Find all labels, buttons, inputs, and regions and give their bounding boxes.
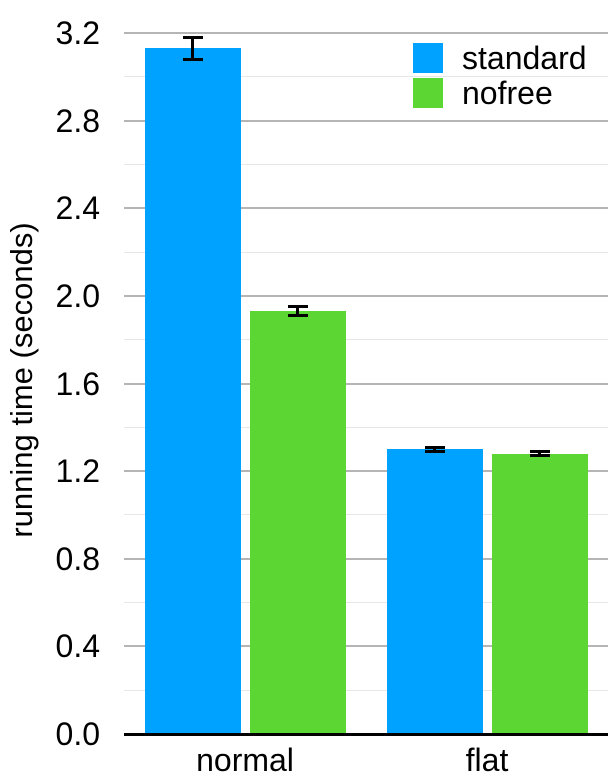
major-gridline bbox=[124, 557, 608, 560]
legend-swatch bbox=[413, 78, 443, 108]
error-bar-whisker bbox=[433, 447, 436, 452]
major-gridline bbox=[124, 382, 608, 385]
major-gridline bbox=[124, 32, 608, 34]
x-category-label: normal bbox=[196, 742, 294, 778]
minor-gridline bbox=[124, 339, 608, 341]
major-gridline bbox=[124, 645, 608, 648]
bar-standard-flat bbox=[386, 449, 483, 734]
error-bar-cap bbox=[424, 449, 445, 453]
minor-gridline bbox=[124, 163, 608, 165]
y-tick-label: 0.4 bbox=[55, 628, 100, 665]
y-tick-label: 0.0 bbox=[55, 716, 100, 752]
x-axis-line bbox=[124, 733, 608, 736]
error-bar-cap bbox=[287, 314, 308, 318]
error-bar-whisker bbox=[538, 451, 541, 456]
minor-gridline bbox=[124, 76, 608, 78]
error-bar-whisker bbox=[191, 37, 194, 60]
y-tick-label: 2.0 bbox=[55, 277, 100, 314]
y-tick-label: 2.8 bbox=[55, 102, 100, 139]
y-tick-label: 0.8 bbox=[55, 540, 100, 577]
legend-label: standard bbox=[462, 40, 587, 76]
bar-nofree-normal bbox=[249, 311, 346, 734]
major-gridline bbox=[124, 207, 608, 210]
y-tick-label: 1.2 bbox=[55, 453, 100, 490]
bar-nofree-flat bbox=[491, 453, 588, 734]
error-bar-cap bbox=[529, 454, 550, 458]
error-bar-cap bbox=[182, 57, 203, 61]
x-category-label: flat bbox=[465, 742, 509, 778]
y-tick-label: 1.6 bbox=[55, 365, 100, 402]
error-bar-cap bbox=[529, 449, 550, 453]
major-gridline bbox=[124, 119, 608, 122]
minor-gridline bbox=[124, 251, 608, 253]
minor-gridline bbox=[124, 514, 608, 516]
legend-item-standard: standard bbox=[413, 40, 587, 76]
minor-gridline bbox=[124, 689, 608, 691]
error-bar-cap bbox=[424, 445, 445, 449]
y-tick-label: 3.2 bbox=[55, 15, 100, 51]
error-bar-whisker bbox=[296, 306, 299, 316]
legend-item-nofree: nofree bbox=[413, 75, 587, 111]
error-bar-cap bbox=[182, 35, 203, 39]
legend-label: nofree bbox=[462, 75, 553, 111]
minor-gridline bbox=[124, 602, 608, 604]
major-gridline bbox=[124, 294, 608, 297]
major-gridline bbox=[124, 470, 608, 473]
error-bar-cap bbox=[287, 305, 308, 309]
bar-standard-normal bbox=[144, 48, 241, 734]
y-tick-label: 2.4 bbox=[55, 190, 100, 227]
legend: standard nofree bbox=[413, 40, 587, 113]
legend-swatch bbox=[413, 43, 443, 73]
minor-gridline bbox=[124, 426, 608, 428]
